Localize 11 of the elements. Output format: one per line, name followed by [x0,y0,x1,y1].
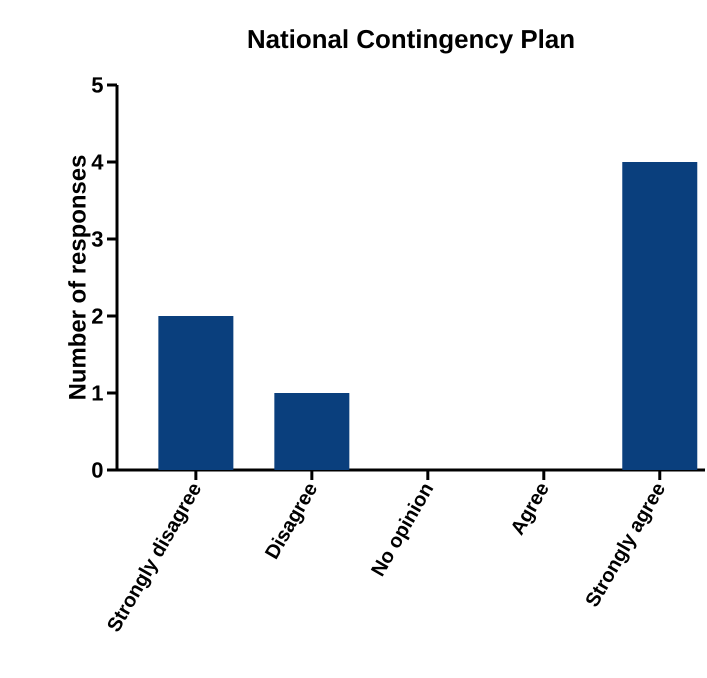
bar [274,393,350,470]
y-tick-label: 0 [92,462,103,478]
y-tick-label: 4 [92,154,104,170]
y-tick-label: 1 [92,385,103,401]
y-tick-label: 5 [92,77,103,93]
y-axis-title: Number of responses [68,156,90,399]
bar [158,316,234,470]
bar [622,162,698,470]
y-tick-label: 3 [92,231,103,247]
y-tick-label: 2 [92,308,103,324]
chart-title: National Contingency Plan [248,29,574,54]
